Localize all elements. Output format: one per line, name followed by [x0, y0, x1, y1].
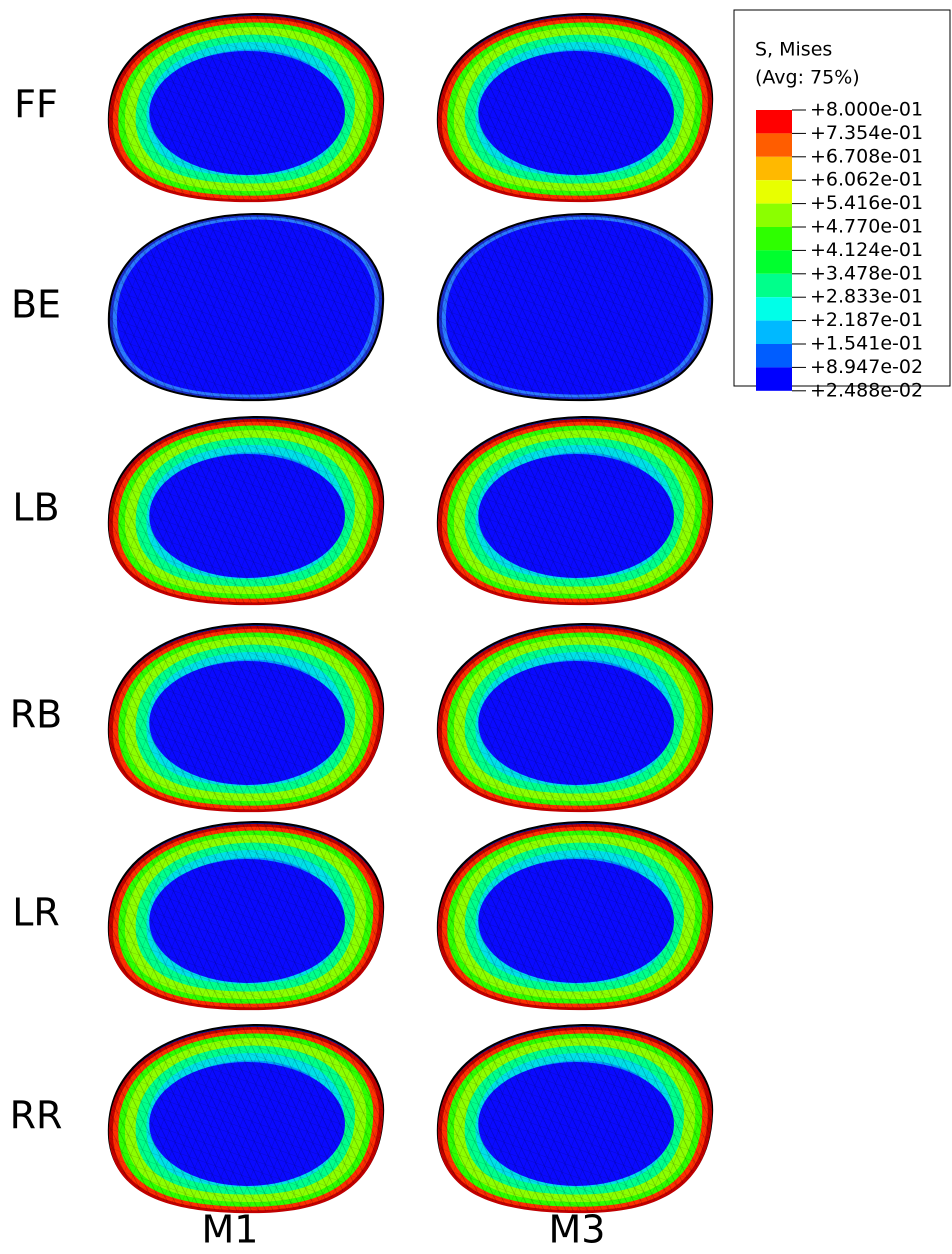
column-label: M1 — [202, 1208, 259, 1252]
legend-label: +2.187e-01 — [810, 309, 923, 331]
contour-shape — [437, 622, 714, 813]
legend-swatch — [756, 320, 792, 344]
legend-label: +3.478e-01 — [810, 262, 923, 284]
legend: +8.000e-01+7.354e-01+6.708e-01+6.062e-01… — [756, 99, 923, 401]
contour-shape — [108, 622, 385, 813]
contour-shape — [437, 415, 714, 606]
legend-label: +6.062e-01 — [810, 169, 923, 191]
mesh — [437, 416, 713, 604]
legend-swatch — [756, 227, 792, 251]
legend-label: +8.000e-01 — [810, 99, 923, 121]
contour-shape — [108, 12, 385, 203]
legend-swatch — [756, 203, 792, 227]
legend-label: +7.354e-01 — [810, 122, 923, 144]
legend-swatch — [756, 344, 792, 368]
labels: FF BE LB RB LR RR M1 M3 — [10, 83, 606, 1252]
mesh — [437, 13, 713, 201]
mesh — [108, 416, 384, 604]
legend-label: +8.947e-02 — [810, 356, 923, 378]
legend-label: +1.541e-01 — [810, 333, 923, 355]
contour-shape — [108, 212, 385, 402]
row-label: RB — [10, 693, 62, 737]
legend-swatch — [756, 297, 792, 321]
legend-swatch — [756, 110, 792, 134]
legend-swatch — [756, 133, 792, 157]
legend-label: +4.770e-01 — [810, 216, 923, 238]
row-label: FF — [14, 83, 58, 127]
mesh — [108, 1024, 384, 1212]
legend-label: +6.708e-01 — [810, 145, 923, 167]
mesh — [108, 213, 384, 401]
legend-label: +4.124e-01 — [810, 239, 923, 261]
mesh — [437, 623, 713, 811]
contour-shape — [437, 212, 714, 402]
mesh — [108, 623, 384, 811]
mesh — [108, 13, 384, 201]
legend-swatch — [756, 156, 792, 181]
row-label: LR — [12, 891, 60, 935]
contour-shape — [108, 415, 385, 606]
legend-swatch — [756, 367, 792, 391]
contour-shape — [108, 1023, 385, 1214]
legend-swatch — [756, 250, 792, 274]
contour-shape — [437, 12, 714, 203]
legend-subtitle: (Avg: 75%) — [755, 67, 860, 89]
contour-shape — [108, 820, 385, 1011]
mesh — [437, 213, 713, 401]
legend-label: +5.416e-01 — [810, 192, 923, 214]
mesh — [108, 821, 384, 1009]
legend-label: +2.488e-02 — [810, 379, 923, 401]
legend-title: S, Mises — [755, 39, 832, 61]
legend-swatch — [756, 273, 792, 298]
contour-shape — [437, 1023, 714, 1214]
legend-label: +2.833e-01 — [810, 286, 923, 308]
column-label: M3 — [549, 1208, 606, 1252]
legend-swatch — [756, 180, 792, 204]
row-label: LB — [12, 486, 59, 530]
contour-shape — [437, 820, 714, 1011]
mesh — [437, 1024, 713, 1212]
mesh — [437, 821, 713, 1009]
row-label: BE — [11, 283, 61, 327]
contour-plots — [108, 12, 714, 1214]
row-label: RR — [10, 1094, 63, 1138]
